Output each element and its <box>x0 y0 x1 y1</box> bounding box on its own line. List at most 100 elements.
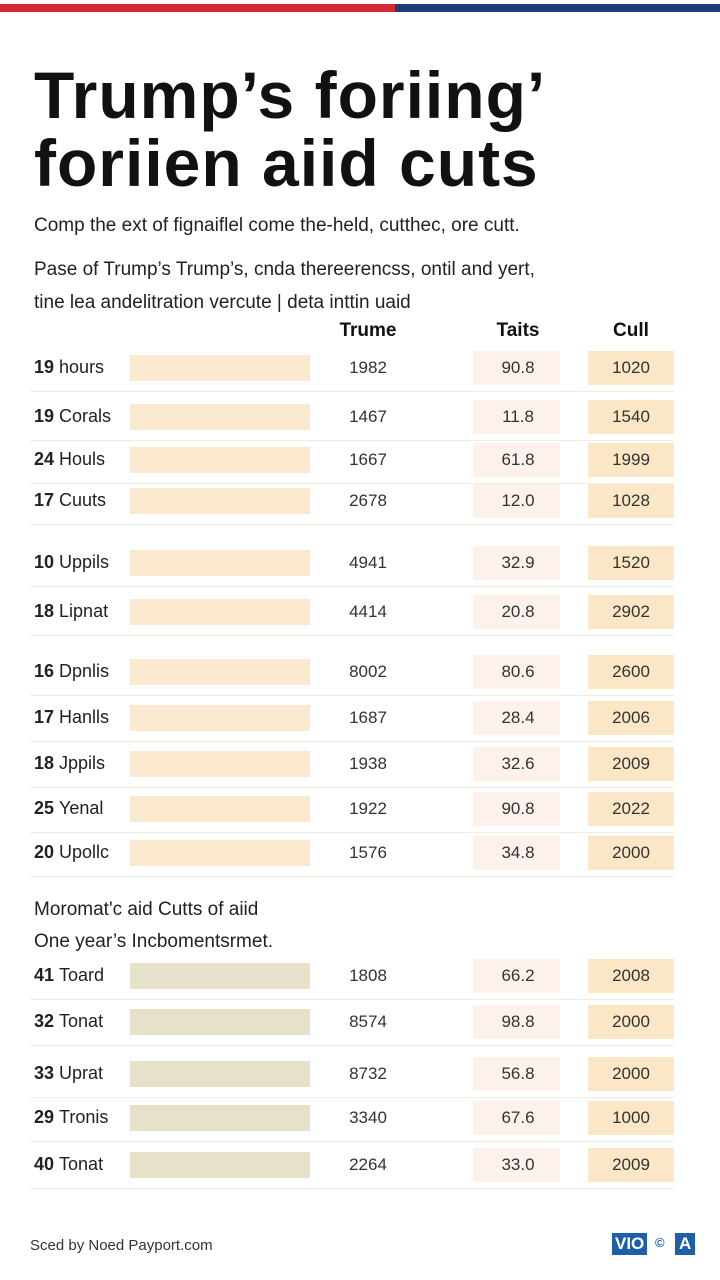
cell-value: 66.2 <box>501 966 535 985</box>
cell-bg <box>588 443 674 477</box>
cell-value: 8574 <box>349 1012 387 1031</box>
cell-value: 2022 <box>612 799 650 818</box>
cell-value: 3340 <box>349 1108 387 1127</box>
cell-value: 1540 <box>612 407 650 426</box>
cell-value: 90.8 <box>501 358 535 377</box>
row-name: Dpnlis <box>59 661 110 681</box>
cell-bg <box>473 1005 560 1039</box>
cell-value: 1922 <box>349 799 387 818</box>
row-separator <box>30 1141 674 1142</box>
row-number: 18 <box>34 753 55 773</box>
cell-bg <box>473 400 560 434</box>
row-label: 40 Tonat <box>34 1154 103 1175</box>
row-number: 16 <box>34 661 55 681</box>
row-number: 18 <box>34 601 55 621</box>
subtitle: Comp the ext of fignaiflel come the-held… <box>34 215 520 236</box>
row-number: 17 <box>34 707 55 727</box>
row-number: 19 <box>34 406 55 426</box>
cell-value: 11.8 <box>502 407 534 426</box>
cell-bg <box>588 792 674 826</box>
cell-bg <box>588 1148 674 1182</box>
cell-value: 2008 <box>612 966 650 985</box>
cell-value: 61.8 <box>501 450 535 469</box>
logo: VIO <box>612 1233 648 1255</box>
section-heading: One year’s Incbomentsrmet. <box>34 931 274 952</box>
cell-value: 1687 <box>349 708 387 727</box>
cell-value: 8732 <box>349 1064 387 1083</box>
row-separator <box>30 1045 674 1046</box>
cell-bg <box>588 701 674 735</box>
cell-bg <box>588 595 674 629</box>
cell-value: 4941 <box>349 553 387 572</box>
cell-value: 2600 <box>612 662 650 681</box>
row-bar <box>130 659 310 685</box>
row-name: hours <box>59 357 105 377</box>
cell-bg <box>473 595 560 629</box>
cell-bg <box>473 701 560 735</box>
row-number: 20 <box>34 842 55 862</box>
row-name: Tonat <box>59 1154 104 1174</box>
row-name: Yenal <box>59 798 104 818</box>
row-bar <box>130 1105 310 1131</box>
row-bar <box>130 599 310 625</box>
row-name: Toard <box>59 965 105 985</box>
row-separator <box>30 391 674 392</box>
row-label: 16 Dpnlis <box>34 661 109 682</box>
row-label: 33 Uprat <box>34 1063 103 1084</box>
row-label: 41 Toard <box>34 965 104 986</box>
cell-bg <box>588 836 674 870</box>
cell-bg <box>473 443 560 477</box>
logo: © <box>655 1235 665 1250</box>
cell-bg <box>473 747 560 781</box>
cell-bg <box>588 1101 674 1135</box>
row-label: 19 hours <box>34 357 104 378</box>
cell-bg <box>588 747 674 781</box>
cell-value: 1576 <box>349 843 387 862</box>
cell-value: 4414 <box>349 602 387 621</box>
row-name: Hanlls <box>59 707 110 727</box>
cell-bg <box>473 1101 560 1135</box>
row-label: 18 Jppils <box>34 753 105 774</box>
row-separator <box>30 741 674 742</box>
row-number: 19 <box>34 357 55 377</box>
cell-bg <box>588 1005 674 1039</box>
section-heading: Moromat'c aid Cutts of aiid <box>34 899 259 920</box>
row-number: 41 <box>34 965 55 985</box>
row-label: 29 Tronis <box>34 1107 108 1128</box>
row-name: Houls <box>59 449 106 469</box>
cell-bg <box>588 351 674 385</box>
row-separator <box>30 635 674 636</box>
title: Trump’s foriing’ <box>34 58 547 132</box>
row-bar <box>130 355 310 381</box>
row-label: 19 Corals <box>34 406 111 427</box>
row-bar <box>130 488 310 514</box>
row-label: 10 Uppils <box>34 552 109 573</box>
cell-value: 56.8 <box>501 1064 535 1083</box>
row-name: Corals <box>59 406 112 426</box>
row-separator <box>30 876 674 877</box>
cell-bg <box>473 351 560 385</box>
cell-value: 80.6 <box>501 662 535 681</box>
cell-bg <box>588 959 674 993</box>
cell-value: 2006 <box>612 708 650 727</box>
row-label: 17 Hanlls <box>34 707 109 728</box>
row-separator <box>30 999 674 1000</box>
row-bar <box>130 404 310 430</box>
row-bar <box>130 1009 310 1035</box>
cell-value: 2000 <box>612 843 650 862</box>
row-separator <box>30 832 674 833</box>
column-header: Taits <box>496 320 540 341</box>
row-separator <box>30 586 674 587</box>
row-label: 20 Upollc <box>34 842 109 863</box>
cell-bg <box>588 655 674 689</box>
cell-value: 98.8 <box>501 1012 535 1031</box>
row-separator <box>30 440 674 441</box>
row-number: 24 <box>34 449 55 469</box>
row-name: Tronis <box>59 1107 109 1127</box>
cell-bg <box>473 1148 560 1182</box>
cell-value: 1999 <box>612 450 650 469</box>
row-name: Tonat <box>59 1011 104 1031</box>
cell-value: 2902 <box>612 602 650 621</box>
cell-bg <box>473 655 560 689</box>
